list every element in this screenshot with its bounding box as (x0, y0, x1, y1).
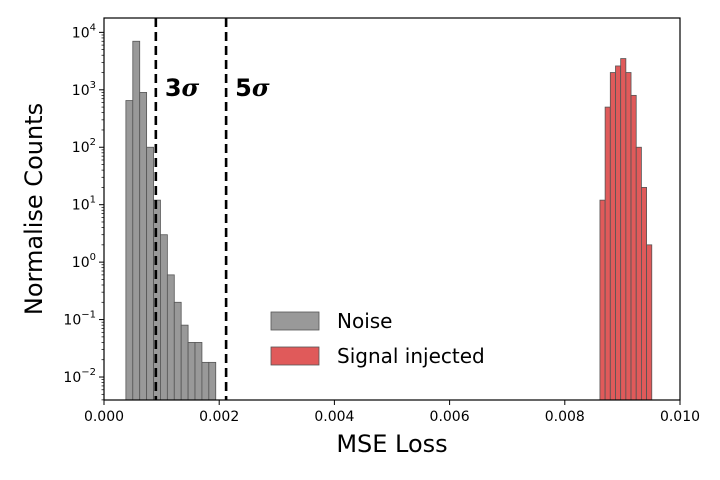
x-tick-label: 0.002 (199, 409, 239, 425)
x-tick-label: 0.004 (314, 409, 354, 425)
histogram-bar-noise (180, 324, 189, 401)
histogram-bar-noise (187, 342, 196, 401)
histogram-bar-noise (132, 40, 141, 401)
legend-label-noise: Noise (337, 309, 392, 333)
y-tick-label: 102 (72, 137, 96, 156)
y-tick-label: 103 (72, 80, 96, 99)
histogram-bar-noise (201, 361, 210, 401)
legend-label-signal: Signal injected (337, 344, 485, 368)
histogram-bar-noise (173, 301, 182, 401)
histogram-bar-signal-injected (609, 72, 616, 401)
histogram-bar-signal-injected (635, 146, 642, 401)
histogram-bar-noise (160, 234, 168, 401)
histogram-bar-signal-injected (641, 186, 647, 401)
y-tick-label: 10−1 (63, 310, 96, 329)
threshold-label-5sigma: 5σ (235, 73, 270, 102)
histogram-bar-noise (166, 274, 175, 401)
y-tick-label: 104 (72, 22, 96, 41)
threshold-lines (154, 18, 228, 400)
histogram-bars (125, 40, 653, 401)
histogram-bar-signal-injected (604, 106, 611, 401)
histogram-bar-noise (146, 146, 154, 401)
y-axis-ticks: 104 103 102 101 100 10−1 10−2 (63, 22, 104, 401)
histogram-bar-noise (194, 342, 203, 401)
y-axis-title: Normalise Counts (20, 103, 48, 315)
x-tick-label: 0.006 (430, 409, 470, 425)
plot-frame (103, 17, 681, 401)
y-tick-label: 101 (72, 195, 96, 214)
legend: Noise Signal injected (270, 309, 485, 368)
histogram-bar-noise (208, 361, 217, 401)
legend-swatch-signal (270, 346, 320, 366)
histogram-bar-signal-injected (646, 244, 653, 401)
x-tick-label: 0.010 (660, 409, 700, 425)
histogram-bar-signal-injected (625, 72, 632, 401)
histogram-bar-signal-injected (620, 58, 627, 401)
legend-swatch-noise (270, 311, 320, 331)
y-tick-label: 100 (72, 252, 96, 271)
x-tick-label: 0.000 (84, 409, 124, 425)
histogram-bar-noise (125, 100, 134, 401)
histogram-bar-signal-injected (630, 94, 637, 401)
histogram-bar-signal-injected (615, 65, 622, 401)
threshold-labels: 3σ 5σ (165, 73, 270, 102)
threshold-label-3sigma: 3σ (165, 73, 200, 102)
histogram-bar-signal-injected (599, 199, 606, 401)
histogram-bar-noise (139, 92, 148, 401)
x-tick-label: 0.008 (545, 409, 585, 425)
x-axis-title: MSE Loss (336, 430, 447, 458)
y-tick-label: 10−2 (63, 367, 96, 386)
x-axis-ticks: 0.000 0.002 0.004 0.006 0.008 0.010 (84, 400, 700, 425)
